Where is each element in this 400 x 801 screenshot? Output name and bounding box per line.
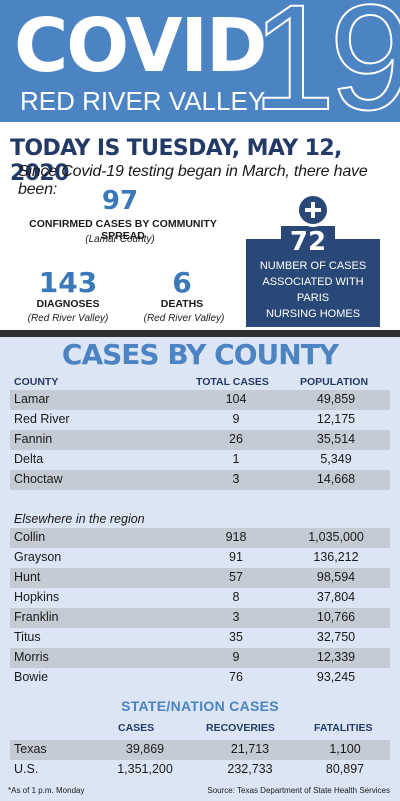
county-name: Franklin [14,610,59,624]
county-name: Fannin [14,432,53,446]
header-covid-title: COVID [14,3,267,89]
table-row: Titus 35 32,750 [10,628,390,648]
county-pop: 5,349 [320,452,352,466]
population-header: POPULATION [300,376,369,388]
county-pop: 136,212 [313,550,359,564]
county-name: Hopkins [14,590,60,604]
elsewhere-label: Elsewhere in the region [14,512,145,526]
county-cases: 9 [232,412,240,426]
table-row: Red River 9 12,175 [10,410,390,430]
community-value: 97 [101,186,139,216]
sn-name: Texas [14,742,47,756]
community-sub: (Lamar County) [85,234,155,245]
county-pop: 14,668 [316,472,356,486]
table-row: Hopkins 8 37,804 [10,588,390,608]
footnote: *As of 1 p.m. Monday [8,786,85,795]
county-cases: 26 [229,432,243,446]
sn-recoveries: 21,713 [230,742,270,756]
county-pop: 93,245 [316,670,356,684]
nursing-line-2: ASSOCIATED WITH [262,276,364,288]
nursing-line-3: PARIS [296,292,330,304]
county-header: COUNTY [14,376,59,388]
diagnoses-label: DIAGNOSES [36,298,100,310]
county-cases: 8 [232,590,240,604]
table-row: Texas 39,869 21,713 1,100 [10,740,390,760]
county-name: Choctaw [14,472,63,486]
table-row: Grayson 91 136,212 [10,548,390,568]
county-cases: 35 [229,630,243,644]
county-cases: 3 [232,472,240,486]
sn-fatalities: 80,897 [325,762,365,776]
county-cases: 918 [225,530,247,544]
county-pop: 37,804 [316,590,356,604]
source-credit: Source: Texas Department of State Health… [207,786,390,795]
sn-recoveries-header: RECOVERIES [206,722,275,734]
nursing-line-4: NURSING HOMES [265,308,361,320]
county-name: Delta [14,452,44,466]
county-cases: 9 [232,650,240,664]
table-row: Hunt 57 98,594 [10,568,390,588]
county-pop: 98,594 [316,570,356,584]
county-cases: 91 [229,550,243,564]
county-cases: 1 [232,452,240,466]
header-region: RED RIVER VALLEY [20,86,266,116]
table-row: Collin 918 1,035,000 [10,528,390,548]
county-pop: 1,035,000 [308,530,364,544]
header-number: 19 [251,0,400,122]
total-cases-header: TOTAL CASES [196,376,269,388]
county-name: Titus [14,630,41,644]
diagnoses-value: 143 [38,266,98,299]
table-row: Morris 9 12,339 [10,648,390,668]
sn-recoveries: 232,733 [227,762,273,776]
table-row: Choctaw 3 14,668 [10,470,390,490]
sn-fatalities-header: FATALITIES [314,722,373,734]
county-name: Red River [14,412,70,426]
nursing-value: 72 [281,226,335,258]
sn-name: U.S. [14,762,39,776]
community-label: CONFIRMED CASES BY COMMUNITY SPREAD [29,218,217,242]
header-banner: 19 COVID RED RIVER VALLEY [0,0,400,122]
deaths-value: 6 [172,266,192,299]
county-cases: 76 [229,670,243,684]
table-row: Franklin 3 10,766 [10,608,390,628]
county-name: Collin [14,530,46,544]
county-pop: 35,514 [316,432,356,446]
table-row: Bowie 76 93,245 [10,668,390,688]
today-heading: TODAY IS TUESDAY, MAY 12, 2020 [10,136,342,186]
sn-fatalities: 1,100 [329,742,361,756]
since-subheading: Since Covid-19 testing began in March, t… [18,163,368,198]
county-pop: 32,750 [316,630,356,644]
county-name: Lamar [14,392,50,406]
sn-cases: 39,869 [125,742,165,756]
table-row: U.S. 1,351,200 232,733 80,897 [10,760,390,780]
county-pop: 12,339 [316,650,356,664]
county-pop: 10,766 [316,610,356,624]
county-title: CASES BY COUNTY [61,338,339,371]
county-name: Bowie [14,670,49,684]
table-row: Fannin 26 35,514 [10,430,390,450]
deaths-sub: (Red River Valley) [143,313,225,324]
county-pop: 12,175 [316,412,356,426]
table-row: Lamar 104 49,859 [10,390,390,410]
state-nation-title: STATE/NATION CASES [121,698,279,714]
sn-cases: 1,351,200 [117,762,173,776]
deaths-label: DEATHS [160,298,204,310]
table-row: Delta 1 5,349 [10,450,390,470]
county-name: Morris [14,650,49,664]
county-cases: 57 [229,570,243,584]
county-pop: 49,859 [316,392,356,406]
plus-icon [296,193,330,227]
county-cases: 104 [225,392,247,406]
nursing-label: NUMBER OF CASES ASSOCIATED WITH PARIS NU… [250,258,376,322]
diagnoses-sub: (Red River Valley) [27,313,109,324]
county-cases: 3 [232,610,240,624]
nursing-line-1: NUMBER OF CASES [259,260,367,272]
county-name: Hunt [14,570,41,584]
section-divider [0,330,400,337]
sn-cases-header: CASES [118,722,155,734]
county-name: Grayson [14,550,62,564]
